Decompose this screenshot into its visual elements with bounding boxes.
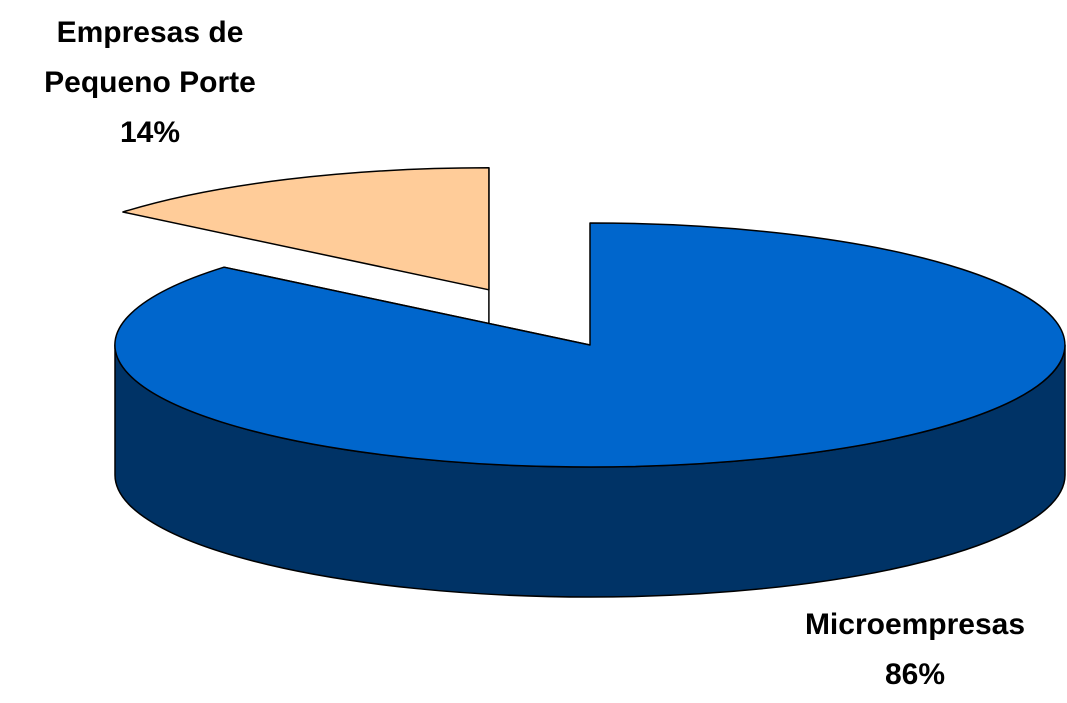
slice-label: Empresas de Pequeno Porte 14% bbox=[10, 8, 290, 158]
slice bbox=[114, 222, 1066, 468]
slice bbox=[122, 167, 490, 291]
slice-name: Empresas de Pequeno Porte bbox=[44, 16, 256, 99]
slice-value-label: 14% bbox=[119, 116, 181, 149]
slice-value-label: 86% bbox=[884, 658, 946, 691]
slice-name: Microempresas bbox=[804, 608, 1026, 641]
slice-label: Microempresas 86% bbox=[760, 600, 1067, 700]
